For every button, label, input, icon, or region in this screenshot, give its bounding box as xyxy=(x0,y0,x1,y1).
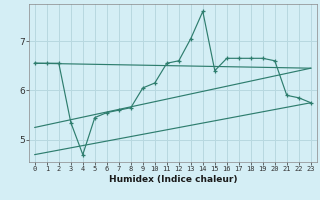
X-axis label: Humidex (Indice chaleur): Humidex (Indice chaleur) xyxy=(108,175,237,184)
